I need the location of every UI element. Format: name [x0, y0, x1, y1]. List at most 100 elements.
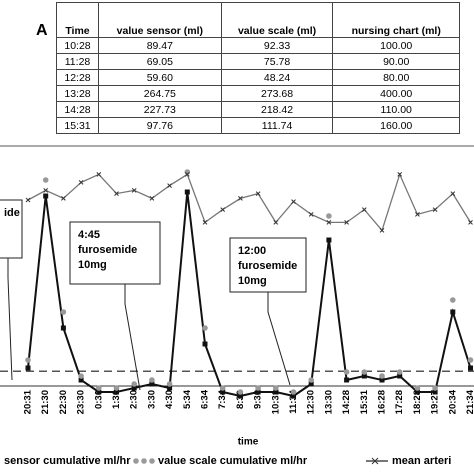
marker: [326, 213, 332, 219]
x-tick-label: 2:30: [129, 390, 140, 409]
header-cell: value scale (ml): [220, 2, 334, 38]
marker: [237, 389, 244, 395]
marker: [131, 385, 137, 391]
panel-label: A: [36, 22, 48, 39]
x-tick-label: 16:28: [377, 390, 388, 414]
marker: [308, 212, 314, 217]
annotation-leader: [267, 292, 291, 386]
marker: [414, 389, 420, 395]
marker: [166, 381, 173, 387]
data-table: Time value sensor (ml) value scale (ml) nur…: [56, 2, 460, 134]
marker: [343, 369, 350, 375]
marker: [415, 212, 420, 217]
marker: [184, 172, 190, 177]
annotation-text: 10mg: [238, 275, 267, 287]
marker: [467, 357, 474, 363]
marker: [149, 377, 155, 383]
marker: [220, 389, 226, 395]
marker: [308, 377, 315, 383]
table-cell: 11:28: [56, 53, 99, 70]
marker: [379, 377, 385, 383]
marker: [468, 365, 473, 371]
x-tick-label: 6:34: [200, 389, 211, 409]
marker: [396, 369, 403, 375]
x-tick-label: 19:27: [430, 390, 441, 414]
marker: [219, 385, 226, 391]
annotation-text: ide: [4, 207, 20, 219]
marker: [78, 373, 84, 379]
x-tick-label: 12:30: [306, 390, 317, 414]
marker: [202, 220, 208, 225]
annotation-box: [69, 221, 161, 285]
marker: [167, 385, 173, 391]
marker: [96, 389, 102, 395]
table-row: 12:28 59.60 48.24 80.00: [56, 69, 460, 86]
table-cell: 75.78: [220, 53, 334, 70]
marker: [202, 325, 208, 331]
marker: [361, 373, 367, 379]
annotation-box: [0, 199, 23, 259]
x-tick-label: 10:31: [270, 389, 281, 414]
table-cell: 218.42: [220, 101, 334, 118]
marker: [42, 177, 49, 183]
marker: [60, 309, 67, 315]
marker: [432, 389, 438, 395]
x-tick-label: 18:28: [412, 390, 423, 414]
series-line: [27, 172, 472, 232]
marker: [96, 385, 102, 391]
x-tick-label: 7:34: [217, 389, 228, 409]
marker: [238, 196, 243, 201]
legend-swatch: [141, 458, 147, 464]
marker: [273, 220, 279, 225]
x-tick-label: 21:30: [40, 390, 51, 414]
x-tick-label: 0:30: [93, 390, 104, 409]
table-cell: 13:28: [56, 85, 99, 102]
marker: [326, 237, 332, 243]
series-line: [27, 191, 472, 398]
marker: [308, 381, 314, 387]
header-cell: nursing chart (ml): [332, 2, 460, 38]
x-tick-label: 5:34: [182, 389, 193, 409]
marker: [114, 389, 119, 395]
marker: [113, 385, 120, 391]
x-tick-label: 9:30: [253, 390, 264, 409]
marker: [450, 309, 456, 315]
marker: [344, 220, 349, 225]
x-tick-label: 8:30: [235, 390, 246, 409]
marker: [184, 189, 190, 195]
annotation-text: 10mg: [78, 259, 107, 271]
annotation-box: [229, 237, 307, 293]
x-tick-label: 1:30: [111, 390, 122, 409]
marker: [255, 191, 261, 196]
marker: [131, 381, 137, 387]
x-tick-label: 15:31: [359, 389, 370, 414]
legend-swatch: [371, 457, 379, 465]
table-cell: 10:28: [56, 37, 99, 54]
marker: [432, 385, 438, 391]
marker: [414, 385, 421, 391]
header-cell: Time: [56, 2, 99, 38]
marker: [291, 393, 296, 399]
marker: [379, 373, 385, 379]
marker: [202, 341, 208, 347]
x-tick-label: 20:34: [447, 389, 458, 414]
table-cell: 97.76: [98, 117, 222, 134]
marker: [326, 220, 332, 225]
x-tick-label: 17:28: [394, 390, 405, 414]
marker: [379, 228, 385, 233]
marker: [167, 183, 172, 188]
marker: [450, 191, 456, 196]
marker: [25, 197, 31, 203]
table-cell: 12:28: [56, 69, 99, 86]
x-axis-label: time: [238, 437, 259, 448]
marker: [78, 377, 84, 383]
legend-label: mean arteri: [392, 455, 451, 467]
marker: [61, 196, 66, 201]
table-cell: 111.74: [220, 117, 334, 134]
marker: [397, 172, 403, 177]
marker: [255, 389, 261, 395]
annotation-text: 12:00: [238, 245, 266, 257]
legend-label: value scale cumulative ml/hr: [158, 455, 308, 467]
